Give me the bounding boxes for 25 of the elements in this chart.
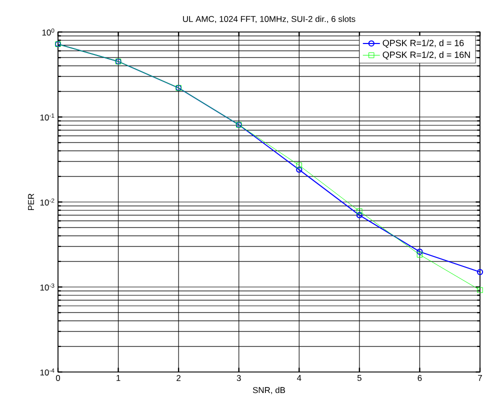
point	[477, 287, 483, 293]
point	[416, 248, 423, 255]
x-tick-label: 7	[478, 375, 482, 381]
x-tick-label: 2	[176, 375, 180, 381]
x-tick-label: 4	[296, 375, 302, 381]
x-tick-label: 5	[357, 375, 362, 381]
y-axis-title: PER	[28, 194, 34, 210]
point	[296, 166, 302, 173]
x-tick-label: 1	[116, 375, 120, 381]
x-axis-title: SNR, dB	[252, 386, 286, 394]
y-tick-label: 10$^{-4}$	[40, 368, 54, 376]
x-tick-label: 3	[236, 375, 241, 382]
x-tick-label: 0	[56, 375, 60, 382]
y-tick-label: 10$^{0}$	[42, 28, 54, 36]
point	[296, 162, 302, 168]
point	[416, 252, 423, 258]
legend-label: QPSK R=1/2, d = 16	[382, 40, 464, 48]
chart-title: UL AMC, 1024 FFT, 10MHz, SUI-2 dir., 6 slots	[183, 16, 356, 23]
y-tick-label: 10$^{-2}$	[40, 198, 54, 206]
point	[356, 212, 363, 218]
y-tick-label: 10$^{-1}$	[40, 114, 54, 120]
legend-label: QPSK R=1/2, d = 16N	[382, 51, 470, 60]
point	[356, 208, 362, 214]
x-tick-label: 6	[418, 375, 422, 382]
y-tick-label: 10$^{-3}$	[40, 283, 54, 291]
